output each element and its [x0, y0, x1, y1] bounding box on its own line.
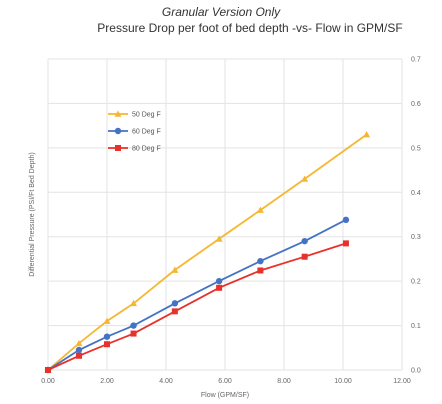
data-point [75, 346, 83, 354]
data-point [45, 367, 51, 373]
legend-label: 50 Deg F [132, 112, 161, 119]
x-tick-label: 8.00 [277, 378, 291, 385]
y-axis-label: Differential Pressure (PSI/Ft Bed Depth) [29, 152, 36, 276]
data-point [363, 131, 371, 138]
series-line [47, 242, 347, 371]
legend-marker [114, 127, 122, 135]
data-point [342, 216, 350, 224]
legend-marker [115, 145, 121, 151]
x-tick-label: 4.00 [159, 378, 173, 385]
data-point [130, 322, 137, 329]
x-tick-label: 2.00 [100, 378, 114, 385]
series-group [44, 131, 371, 374]
data-point [130, 299, 138, 307]
chart-title: Pressure Drop per foot of bed depth -vs-… [97, 21, 403, 35]
x-tick-label: 10.00 [334, 378, 352, 385]
gridlines [47, 58, 403, 371]
data-point [301, 237, 308, 245]
data-point [130, 330, 137, 337]
y-tick-label: 0.6 [411, 101, 421, 108]
data-point [75, 339, 83, 347]
series-3 [45, 240, 349, 373]
legend-item: 50 Deg F [108, 110, 161, 119]
x-tick-label: 6.00 [218, 378, 232, 385]
data-point [257, 267, 264, 274]
x-axis-ticks: 0.00 2.00 4.00 6.00 8.00 10.00 12.00 [41, 378, 411, 385]
y-tick-label: 0.7 [411, 57, 421, 64]
y-tick-label: 0.3 [411, 234, 421, 241]
data-point [171, 308, 178, 315]
data-point [75, 352, 82, 359]
y-tick-label: 0.1 [411, 323, 421, 330]
data-point [256, 206, 264, 213]
x-axis-label: Flow (GPM/SF) [201, 392, 249, 399]
y-axis-ticks: 0.0 0.1 0.2 0.3 0.4 0.5 0.6 0.7 [411, 57, 421, 375]
data-point [301, 175, 309, 182]
data-point [257, 257, 264, 265]
series-line [47, 219, 347, 371]
chart-subtitle: Granular Version Only [161, 5, 281, 19]
legend-item: 80 Deg F [108, 145, 161, 153]
y-tick-label: 0.5 [411, 145, 421, 152]
legend-label: 60 Deg F [132, 129, 161, 136]
x-tick-label: 0.00 [41, 378, 55, 385]
y-tick-label: 0.0 [411, 368, 421, 375]
y-tick-label: 0.4 [411, 190, 421, 197]
y-tick-label: 0.2 [411, 279, 421, 286]
series-2 [44, 216, 350, 374]
data-point [216, 284, 223, 291]
legend-marker [114, 110, 122, 117]
data-point [215, 235, 223, 242]
data-point [301, 253, 308, 260]
data-point [171, 266, 179, 273]
data-point [342, 240, 349, 247]
legend-item: 60 Deg F [108, 127, 161, 136]
legend: 50 Deg F 60 Deg F 80 Deg F [108, 110, 161, 153]
data-point [171, 300, 179, 307]
data-point [104, 341, 110, 348]
data-point [103, 317, 111, 324]
x-tick-label: 12.00 [393, 378, 411, 385]
data-point [103, 333, 111, 340]
legend-label: 80 Deg F [132, 146, 161, 153]
data-point [215, 277, 223, 285]
